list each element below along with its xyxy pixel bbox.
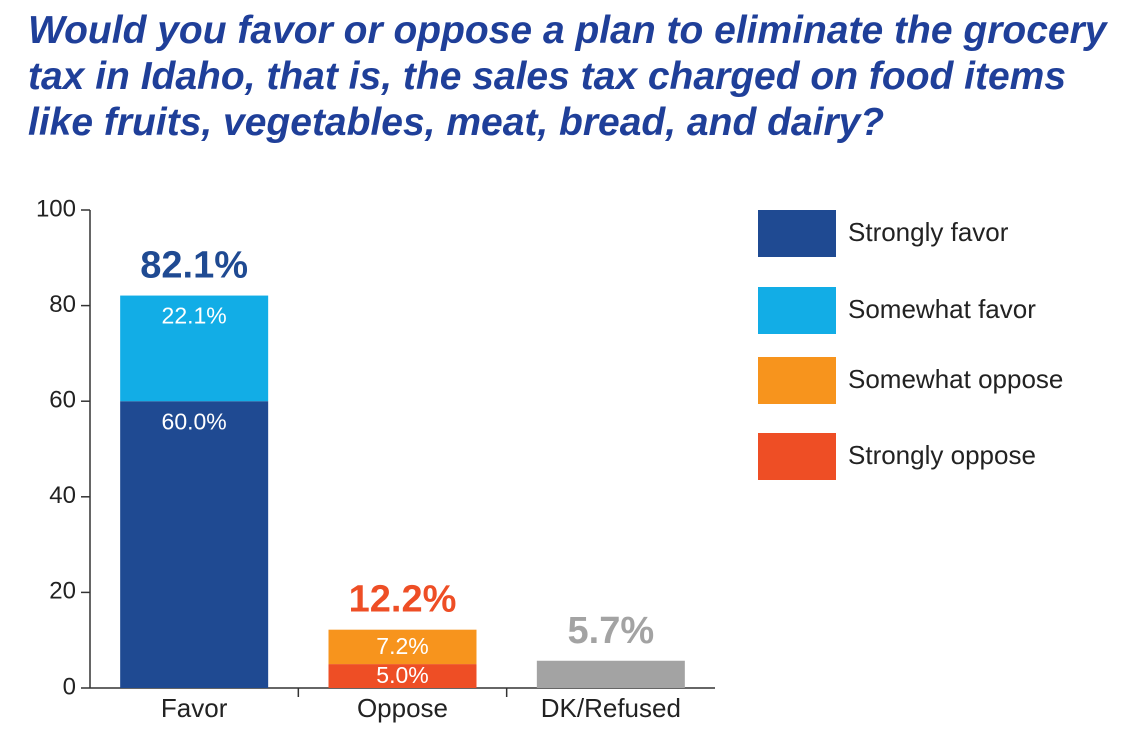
value-label: 22.1% — [162, 303, 227, 329]
y-tick-label: 20 — [49, 578, 76, 605]
chart-title: Would you favor or oppose a plan to elim… — [28, 9, 1107, 144]
bar — [536, 660, 685, 688]
x-tick-label: Favor — [161, 693, 228, 723]
x-tick-label: Oppose — [357, 693, 448, 723]
legend-label: Strongly favor — [848, 217, 1009, 247]
value-label: 60.0% — [162, 408, 227, 434]
x-tick-label: DK/Refused — [541, 693, 681, 723]
y-tick-label: 100 — [36, 195, 76, 222]
bar-segment — [328, 629, 477, 665]
legend-label: Somewhat favor — [848, 294, 1036, 324]
legend-swatch — [758, 357, 836, 404]
y-tick-label: 0 — [63, 673, 76, 700]
legend-label: Somewhat oppose — [848, 364, 1063, 394]
total-label: 82.1% — [140, 245, 248, 287]
y-tick-label: 60 — [49, 387, 76, 414]
bar-segment — [120, 295, 269, 402]
legend-swatch — [758, 287, 836, 334]
total-label: 5.7% — [568, 610, 655, 652]
bar-segment — [328, 664, 477, 688]
y-tick-label: 80 — [49, 291, 76, 318]
value-label: 5.0% — [376, 662, 428, 688]
legend-swatch — [758, 433, 836, 480]
total-label: 12.2% — [349, 579, 457, 621]
y-tick-label: 40 — [49, 482, 76, 509]
value-label: 7.2% — [376, 633, 428, 659]
legend-swatch — [758, 210, 836, 257]
legend-label: Strongly oppose — [848, 440, 1036, 470]
bar-segment — [120, 401, 269, 688]
